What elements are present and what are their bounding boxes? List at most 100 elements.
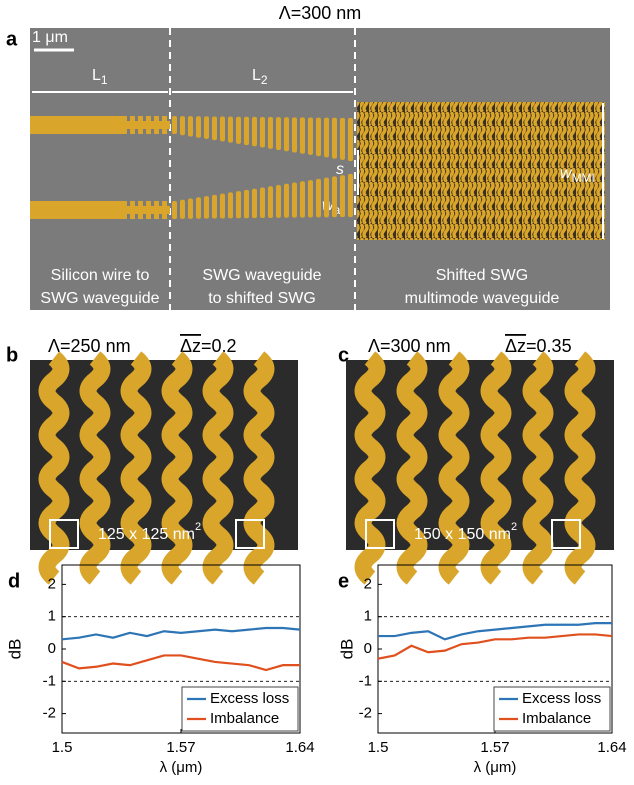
caption: to shifted SWG bbox=[208, 290, 316, 307]
core bbox=[122, 206, 170, 214]
y-tick-label: 1 bbox=[364, 608, 372, 625]
segment bbox=[316, 179, 321, 218]
wire bbox=[30, 201, 122, 219]
x-tick-label: 1.57 bbox=[480, 739, 509, 756]
panel-label: b bbox=[6, 344, 18, 366]
segment bbox=[180, 116, 185, 135]
caption: Shifted SWG bbox=[436, 267, 528, 284]
legend-label: Imbalance bbox=[210, 710, 279, 727]
panel-a: a Λ=300 nm 1 μm L1 L2 s wa wMMI Silicon … bbox=[6, 3, 610, 310]
segment bbox=[308, 117, 313, 154]
x-tick-label: 1.57 bbox=[166, 739, 195, 756]
segment bbox=[220, 194, 225, 219]
y-tick-label: 2 bbox=[48, 575, 56, 592]
segment bbox=[324, 178, 329, 218]
size-sup: 2 bbox=[195, 521, 201, 533]
segment bbox=[212, 116, 217, 140]
l1-sub: 1 bbox=[101, 73, 108, 87]
x-tick-label: 1.5 bbox=[368, 739, 389, 756]
segment bbox=[252, 117, 257, 146]
y-tick-label: 0 bbox=[364, 640, 372, 657]
segment bbox=[188, 116, 193, 136]
segment bbox=[324, 118, 329, 158]
segment bbox=[332, 118, 337, 159]
segment bbox=[244, 117, 249, 145]
wire bbox=[30, 116, 122, 134]
line bbox=[62, 628, 300, 639]
x-tick-label: 1.64 bbox=[597, 739, 626, 756]
core bbox=[122, 121, 170, 129]
segment bbox=[276, 117, 281, 150]
segment bbox=[268, 186, 273, 218]
size-sup: 2 bbox=[511, 521, 517, 533]
y-tick-label: -1 bbox=[43, 672, 56, 689]
dz: Δz=0.2 bbox=[180, 336, 237, 356]
segment bbox=[204, 196, 209, 219]
segment bbox=[228, 117, 233, 143]
dz-value: =0.2 bbox=[201, 336, 237, 356]
panel-label: a bbox=[6, 28, 18, 50]
segment bbox=[220, 117, 225, 142]
segment bbox=[292, 183, 297, 218]
l2-sub: 2 bbox=[261, 73, 268, 87]
segment bbox=[196, 197, 201, 218]
y-tick-label: -2 bbox=[43, 705, 56, 722]
dz: Δz=0.35 bbox=[505, 336, 572, 356]
segment bbox=[268, 117, 273, 149]
segment bbox=[172, 116, 177, 134]
segment bbox=[204, 116, 209, 139]
y-tick-label: 1 bbox=[48, 608, 56, 625]
segment bbox=[260, 117, 265, 148]
segment bbox=[340, 175, 345, 217]
wmmi-sub: MMI bbox=[572, 171, 595, 185]
segment bbox=[236, 191, 241, 218]
segment bbox=[188, 199, 193, 219]
segment bbox=[332, 176, 337, 217]
line bbox=[378, 623, 612, 639]
line bbox=[378, 634, 612, 658]
period: Λ=300 nm bbox=[279, 3, 362, 23]
period: Λ=300 nm bbox=[368, 336, 451, 356]
segment bbox=[316, 118, 321, 157]
segment bbox=[308, 180, 313, 217]
dz-symbol: Δz bbox=[505, 336, 526, 356]
panel-label: d bbox=[8, 570, 20, 592]
segment bbox=[300, 117, 305, 153]
legend-label: Excess loss bbox=[522, 690, 601, 707]
y-tick-label: -2 bbox=[359, 705, 372, 722]
figure: a Λ=300 nm 1 μm L1 L2 s wa wMMI Silicon … bbox=[0, 0, 634, 780]
l1: L bbox=[92, 67, 101, 84]
segment bbox=[276, 185, 281, 218]
x-axis-label: λ (μm) bbox=[474, 759, 517, 776]
segment bbox=[244, 190, 249, 218]
segment bbox=[292, 117, 297, 152]
y-tick-label: -1 bbox=[359, 672, 372, 689]
scale-label: 1 μm bbox=[32, 29, 68, 46]
size: 150 x 150 nm bbox=[414, 526, 511, 543]
y-axis-label: dB bbox=[337, 639, 356, 660]
segment bbox=[228, 192, 233, 218]
legend-label: Imbalance bbox=[522, 710, 591, 727]
segment bbox=[260, 187, 265, 218]
x-tick-label: 1.64 bbox=[285, 739, 314, 756]
segment bbox=[348, 118, 353, 161]
panel-label: e bbox=[338, 570, 349, 592]
segment bbox=[284, 184, 289, 218]
caption: multimode waveguide bbox=[405, 290, 560, 307]
segment bbox=[348, 174, 353, 217]
x-tick-label: 1.5 bbox=[52, 739, 73, 756]
segment bbox=[300, 181, 305, 217]
size: 125 x 125 nm bbox=[98, 526, 195, 543]
l2: L bbox=[252, 67, 261, 84]
y-tick-label: 0 bbox=[48, 640, 56, 657]
segment bbox=[196, 116, 201, 137]
line bbox=[62, 655, 300, 670]
x-axis-label: λ (μm) bbox=[160, 759, 203, 776]
dz-value: =0.35 bbox=[526, 336, 572, 356]
segment bbox=[284, 117, 289, 151]
segment bbox=[212, 195, 217, 219]
caption: Silicon wire to bbox=[51, 267, 150, 284]
segment bbox=[252, 189, 257, 218]
segment bbox=[340, 118, 345, 160]
y-axis-label: dB bbox=[5, 639, 24, 660]
